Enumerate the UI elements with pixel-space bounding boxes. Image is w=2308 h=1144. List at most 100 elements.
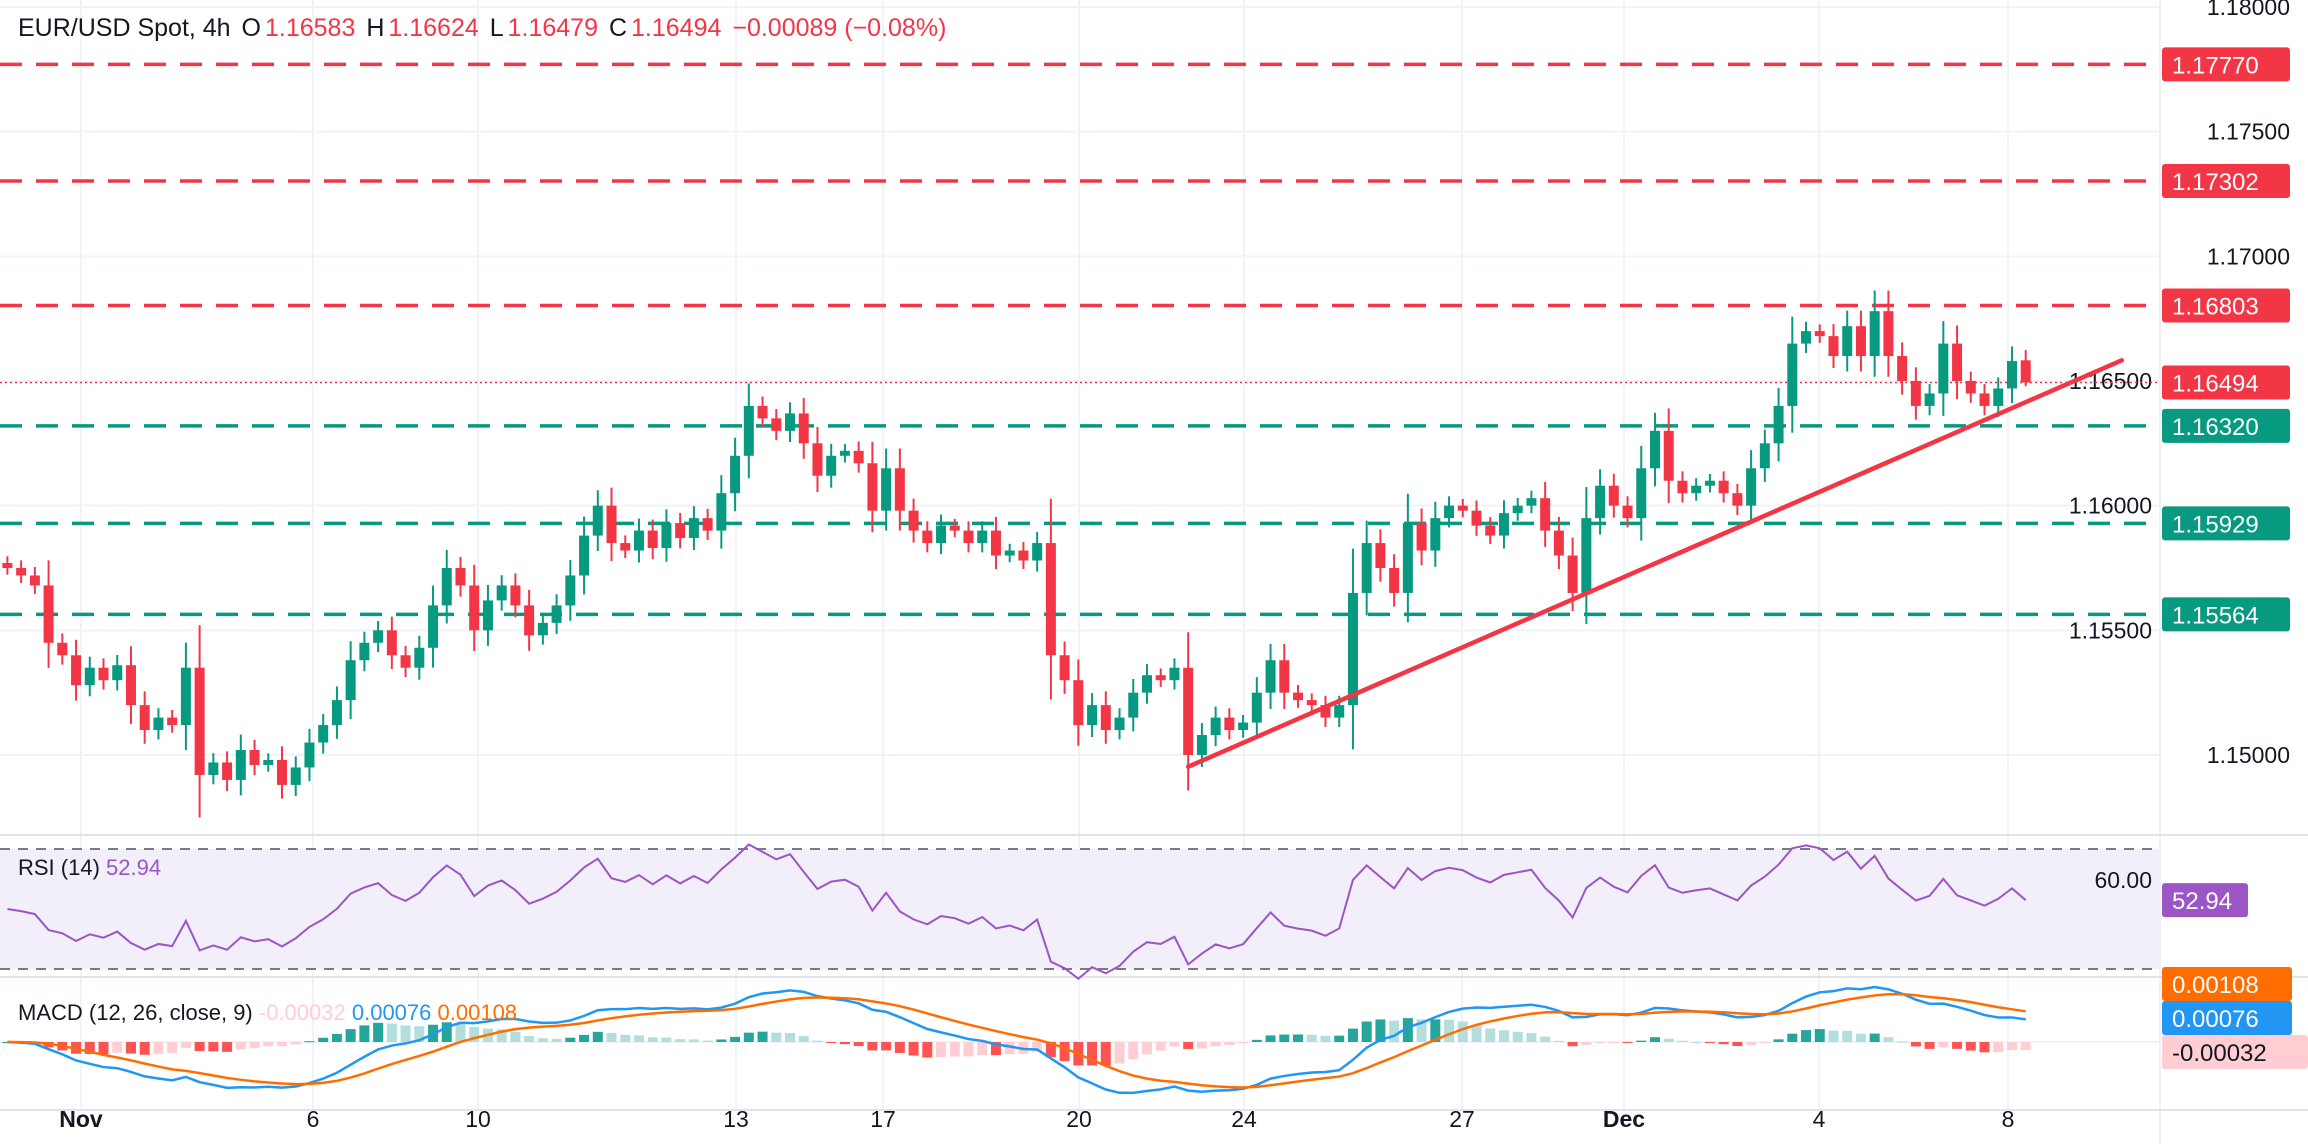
candle-body [1938, 343, 1949, 394]
candle [29, 566, 40, 594]
macd-histogram-bar [373, 1022, 384, 1042]
candle-body [400, 655, 411, 668]
macd-histogram-bar [1100, 1042, 1111, 1066]
candle [125, 646, 136, 725]
macd-histogram-bar [318, 1037, 329, 1042]
candle-body [1622, 505, 1633, 519]
candle-body [757, 405, 768, 419]
macd-histogram-bar [359, 1025, 370, 1042]
macd-histogram-bar [1087, 1042, 1098, 1066]
candle-body [1526, 498, 1537, 506]
candle-body [1444, 505, 1455, 519]
high-label: H [366, 14, 385, 42]
candle [400, 645, 411, 678]
price-tick-label: 1.17500 [2207, 119, 2290, 145]
candle-body [1402, 523, 1413, 593]
open-label: O [241, 14, 261, 42]
candle [1979, 384, 1990, 416]
macd-histogram-bar [1636, 1040, 1647, 1042]
candle-body [510, 585, 521, 606]
candle-body [1787, 343, 1798, 406]
candle [1389, 554, 1400, 607]
candle [1828, 324, 1839, 369]
macd-histogram-bar [112, 1042, 123, 1053]
low-label: L [489, 14, 504, 42]
candle [1430, 501, 1441, 567]
macd-histogram-bar [441, 1022, 452, 1042]
candle [180, 642, 191, 751]
candle [1320, 695, 1331, 727]
rsi-value-box [2162, 883, 2248, 918]
macd-histogram-bar [1677, 1040, 1688, 1042]
macd-histogram-bar [345, 1029, 356, 1042]
macd-histogram-bar [1746, 1042, 1757, 1045]
candle [839, 444, 850, 463]
candle [469, 564, 480, 652]
candle-body [428, 605, 439, 648]
candle-body [1032, 543, 1043, 561]
candle [1238, 714, 1249, 738]
level-price-label: 1.15929 [2172, 511, 2259, 538]
macd-histogram-bar [1238, 1042, 1249, 1044]
price-tick-label: 1.18000 [2207, 0, 2290, 20]
macd-histogram-bar [1430, 1019, 1441, 1042]
macd-histogram-bar [1979, 1042, 1990, 1053]
candle-body [1457, 505, 1468, 511]
macd-histogram-bar [304, 1041, 315, 1043]
candle [359, 631, 370, 672]
macd-histogram-bar [1169, 1042, 1180, 1047]
macd-histogram-bar [208, 1042, 219, 1052]
macd-histogram-bar [524, 1035, 535, 1042]
candle-body [867, 463, 878, 511]
macd-histogram-bar [1526, 1033, 1537, 1042]
macd-histogram-bar [1361, 1021, 1372, 1042]
candle-body [675, 523, 686, 539]
candle-body [359, 642, 370, 661]
candle-body [1485, 525, 1496, 536]
macd-histogram-bar [496, 1029, 507, 1042]
macd-histogram-bar [469, 1026, 480, 1042]
candle [1993, 377, 2004, 418]
candle-body [606, 505, 617, 544]
level-price-label-box [2162, 288, 2290, 323]
candle [1595, 469, 1606, 535]
macd-histogram-bar [414, 1026, 425, 1042]
candle-body [1265, 660, 1276, 693]
candle-body [482, 600, 493, 631]
candle-body [1718, 480, 1729, 494]
macd-histogram-bar [1471, 1024, 1482, 1042]
candle [1485, 517, 1496, 545]
candle-body [373, 630, 384, 643]
macd-histogram-bar [1032, 1042, 1043, 1052]
candle-body [908, 510, 919, 531]
macd-histogram-bar [1196, 1042, 1207, 1049]
candle-body [2, 563, 13, 568]
candle [1787, 316, 1798, 433]
candle [716, 475, 727, 549]
macd-value-box [2162, 1001, 2292, 1035]
candle-body [524, 605, 535, 636]
candle-body [16, 567, 27, 576]
macd-histogram-bar [1059, 1042, 1070, 1062]
candle-body [1073, 680, 1084, 726]
candle [771, 409, 782, 441]
candle-body [1993, 388, 2004, 406]
macd-histogram-bar [702, 1040, 713, 1042]
macd-histogram-bar [1512, 1031, 1523, 1042]
macd-histogram-bar [633, 1035, 644, 1042]
candle [524, 589, 535, 651]
candle [57, 633, 68, 665]
candle [1100, 691, 1111, 744]
macd-signal-legend: 0.00108 [437, 1000, 518, 1025]
candle-body [730, 455, 741, 494]
candle [1155, 668, 1166, 687]
candle [331, 686, 342, 739]
macd-histogram-bar [1663, 1038, 1674, 1042]
candle [1444, 496, 1455, 528]
macd-histogram-bar [716, 1039, 727, 1042]
candle-body [263, 759, 274, 765]
date-tick-label: 4 [1813, 1106, 1826, 1132]
macd-histogram-bar [1801, 1030, 1812, 1042]
candle [1457, 498, 1468, 518]
